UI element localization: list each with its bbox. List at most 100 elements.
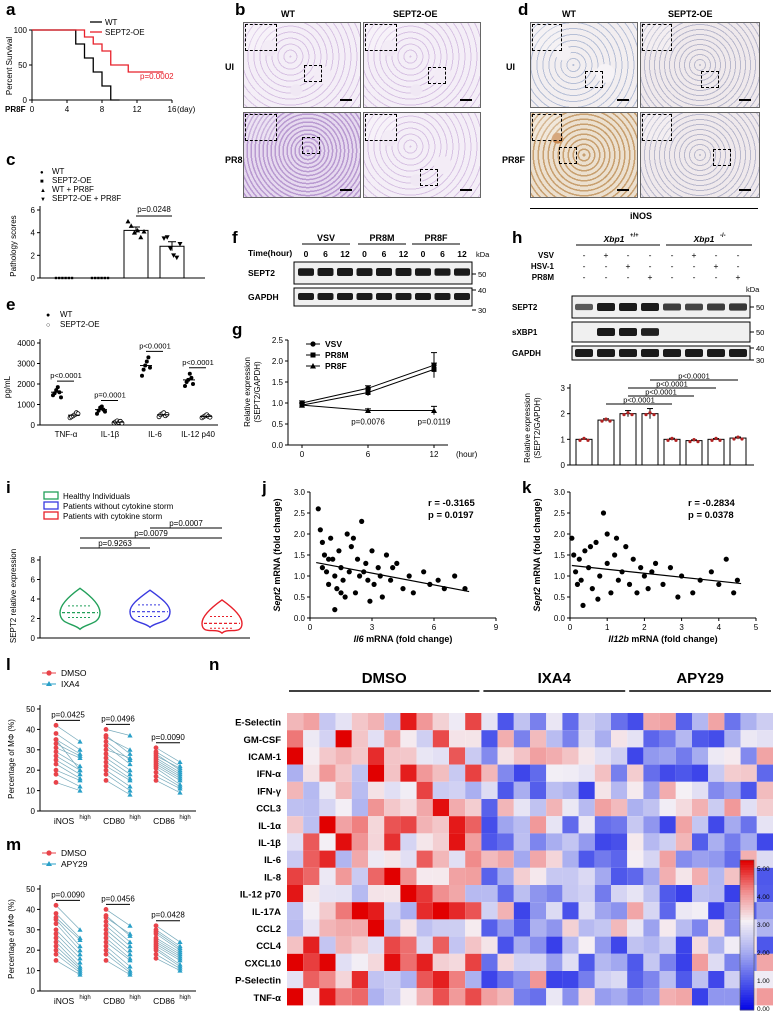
band bbox=[707, 303, 725, 311]
heatmap-cell bbox=[643, 730, 660, 748]
data-point bbox=[106, 276, 110, 280]
legend-label: VSV bbox=[325, 339, 342, 349]
dmso-point bbox=[53, 902, 59, 908]
data-point bbox=[697, 577, 703, 583]
treatment-mark: - bbox=[583, 261, 586, 271]
data-point bbox=[634, 590, 640, 596]
data-point bbox=[597, 573, 603, 579]
treat-point bbox=[177, 785, 183, 791]
pair-line bbox=[55, 763, 81, 779]
heatmap-cell bbox=[449, 867, 466, 885]
data-point bbox=[394, 560, 400, 566]
heatmap-cell bbox=[643, 816, 660, 834]
heatmap-cell bbox=[724, 764, 741, 782]
data-point bbox=[675, 594, 681, 600]
heatmap-cell bbox=[659, 953, 676, 971]
heatmap-cell bbox=[594, 764, 611, 782]
scale-label: 2.00 bbox=[757, 950, 770, 957]
legend-label: DMSO bbox=[61, 848, 87, 858]
dmso-point bbox=[53, 958, 59, 963]
heatmap-cell bbox=[578, 953, 595, 971]
heatmap-cell bbox=[756, 971, 773, 989]
heatmap-cell bbox=[432, 781, 449, 799]
treatment-mark: + bbox=[604, 250, 609, 260]
data-point bbox=[131, 230, 137, 235]
heatmap-cell bbox=[497, 747, 514, 765]
gene-name: Il6 bbox=[354, 634, 365, 644]
heatmap-cell bbox=[481, 971, 498, 989]
scale-step bbox=[740, 1007, 754, 1011]
treat-point bbox=[77, 927, 83, 932]
legend-label: SEPT2-OE bbox=[60, 320, 100, 329]
pair-line bbox=[55, 917, 81, 941]
data-point bbox=[141, 229, 147, 234]
band-gapdh bbox=[298, 293, 314, 300]
heatmap-cell bbox=[562, 953, 579, 971]
heatmap-cell bbox=[562, 799, 579, 817]
heatmap-cell bbox=[287, 713, 304, 731]
panel-letter-g: g bbox=[232, 320, 243, 339]
heatmap-cell bbox=[335, 919, 352, 937]
treat-point bbox=[77, 951, 83, 957]
group-label: APY29 bbox=[676, 670, 724, 687]
row-label: IL-12 p70 bbox=[240, 890, 281, 901]
panel-letter-c: c bbox=[6, 150, 16, 169]
scale-label: 3.00 bbox=[757, 922, 770, 929]
heatmap-cell bbox=[578, 816, 595, 834]
heatmap-cell bbox=[530, 919, 547, 937]
heatmap-cell bbox=[659, 885, 676, 903]
pair-line bbox=[105, 960, 131, 975]
heatmap-cell bbox=[449, 713, 466, 731]
heatmap-cell bbox=[578, 764, 595, 782]
legend-marker bbox=[46, 861, 52, 866]
data-point bbox=[161, 236, 167, 241]
panel-letter-e: e bbox=[6, 295, 16, 314]
roi-box bbox=[585, 71, 603, 88]
heatmap-cell bbox=[335, 971, 352, 989]
pair-line bbox=[155, 761, 181, 777]
wt-point bbox=[54, 388, 59, 393]
heatmap-cell bbox=[675, 953, 692, 971]
heatmap-cell bbox=[708, 781, 725, 799]
band-gapdh bbox=[415, 293, 431, 300]
heatmap-cell bbox=[692, 713, 709, 731]
heatmap-cell bbox=[562, 833, 579, 851]
heatmap-cell bbox=[481, 781, 498, 799]
scale-step bbox=[740, 860, 754, 863]
heatmap-cell bbox=[303, 764, 320, 782]
heatmap-cell bbox=[449, 747, 466, 765]
paired-apy29: 0 10 20 30 40 50 Percentage of MΦ (%) DMSOAPY29… bbox=[7, 848, 196, 1006]
heatmap-cell bbox=[611, 988, 628, 1006]
heatmap-cell bbox=[740, 747, 757, 765]
heatmap-cell bbox=[659, 713, 676, 731]
scale-step bbox=[740, 997, 754, 1001]
pair-line bbox=[155, 933, 181, 951]
heatmap-cell bbox=[643, 988, 660, 1006]
data-point bbox=[582, 548, 588, 554]
data-point bbox=[332, 573, 338, 579]
y-tick-label: 30 bbox=[26, 746, 35, 755]
blot-row-label: sXBP1 bbox=[512, 328, 538, 337]
treatment-mark: - bbox=[627, 272, 630, 282]
heatmap-cell bbox=[692, 833, 709, 851]
heatmap-cell bbox=[513, 988, 530, 1006]
scale-step bbox=[740, 952, 754, 956]
heatmap-cell bbox=[740, 730, 757, 748]
ihc-oe-pr8f bbox=[640, 112, 760, 198]
heatmap-cell bbox=[594, 867, 611, 885]
heatmap-cell bbox=[692, 850, 709, 868]
panel-m: m 0 10 20 30 40 50 Percentage of MΦ (%) DMSO APY… bbox=[0, 835, 200, 1019]
band-sept2 bbox=[434, 268, 451, 276]
pair-line bbox=[55, 945, 81, 969]
pair-line bbox=[55, 941, 81, 967]
panel-f: f Time(hour) VSV PR8M PR8F 0 6 12 0 6 12 0 6 12 kDa SE… bbox=[228, 228, 508, 318]
treat-point bbox=[177, 945, 183, 951]
y-axis-label: (SEPT2/GAPDH) bbox=[533, 397, 542, 459]
band bbox=[641, 349, 659, 357]
x-tick-label: CD80 bbox=[103, 996, 125, 1006]
dmso-point bbox=[103, 759, 109, 765]
dmso-point bbox=[53, 771, 59, 777]
heatmap-cell bbox=[627, 833, 644, 851]
heatmap-cell bbox=[335, 816, 352, 834]
x-tick-sup: high bbox=[129, 995, 140, 1001]
